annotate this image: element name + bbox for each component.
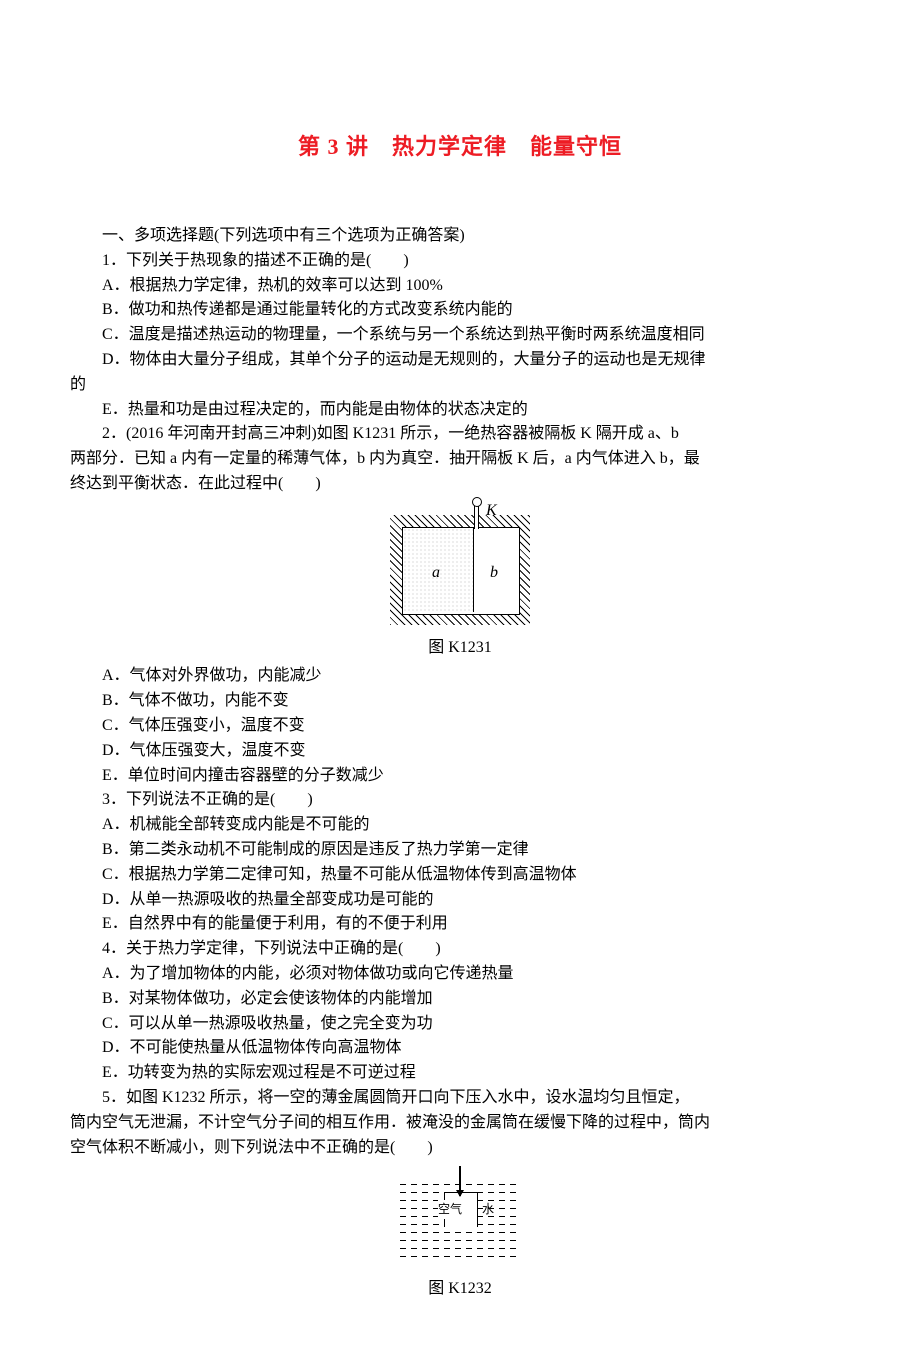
fig1-knob: [472, 497, 482, 507]
q2-option-c: C．气体压强变小，温度不变: [70, 714, 850, 739]
page: 第 3 讲 热力学定律 能量守恒 一、多项选择题(下列选项中有三个选项为正确答案…: [0, 0, 920, 1366]
fig1-partition: [473, 528, 474, 612]
q3-option-c: C．根据热力学第二定律可知，热量不可能从低温物体传到高温物体: [70, 863, 850, 888]
q4-option-a: A．为了增加物体的内能，必须对物体做功或向它传递热量: [70, 962, 850, 987]
q2-option-a: A．气体对外界做功，内能减少: [70, 664, 850, 689]
q2-option-b: B．气体不做功，内能不变: [70, 689, 850, 714]
figure-2-wrap: 空气 水 图 K12­3­2: [70, 1166, 850, 1302]
fig2-dash: [400, 1240, 520, 1241]
q2-stem-line1: 2．(2016 年河南开封高三冲刺)如图 K12­3­1 所示，一绝热容器被隔板…: [70, 422, 850, 447]
fig2-air-label: 空气: [438, 1200, 462, 1219]
figure-2-caption: 图 K12­3­2: [70, 1277, 850, 1302]
fig1-label-k: K: [486, 499, 497, 524]
fig2-arrow-down: [459, 1166, 461, 1196]
fig1-label-b: b: [490, 561, 498, 586]
q1-option-d-line1: D．物体由大量分子组成，其单个分子的运动是无规则的，大量分子的运动也是无规律: [70, 348, 850, 373]
q4-option-c: C．可以从单一热源吸收热量，使之完全变为功: [70, 1012, 850, 1037]
q1-option-a: A．根据热力学定律，热机的效率可以达到 100%: [70, 274, 850, 299]
fig1-label-a: a: [432, 561, 440, 586]
figure-1-wrap: a b K 图 K12­3­1: [70, 503, 850, 661]
q3-option-d: D．从单一热源吸收的热量全部变成功是可能的: [70, 888, 850, 913]
q2-stem-line3: 终达到平衡状态．在此过程中( ): [70, 472, 850, 497]
fig2-dash: [400, 1232, 520, 1233]
q1-stem: 1．下列关于热现象的描述不正确的是( ): [70, 249, 850, 274]
q5-stem-line3: 空气体积不断减小，则下列说法中不正确的是( ): [70, 1136, 850, 1161]
fig2-dash: [400, 1256, 520, 1257]
q3-option-e: E．自然界中有的能量便于利用，有的不便于利用: [70, 912, 850, 937]
lecture-title: 第 3 讲 热力学定律 能量守恒: [70, 130, 850, 164]
q4-option-e: E．功转变为热的实际宏观过程是不可逆过程: [70, 1061, 850, 1086]
q1-option-c: C．温度是描述热运动的物理量，一个系统与另一个系统达到热平衡时两系统温度相同: [70, 323, 850, 348]
q4-stem: 4．关于热力学定律，下列说法中正确的是( ): [70, 937, 850, 962]
q5-stem-line2: 筒内空气无泄漏，不计空气分子间的相互作用．被淹没的金属筒在缓慢下降的过程中，筒内: [70, 1111, 850, 1136]
figure-1: a b K: [390, 503, 530, 625]
section-heading: 一、多项选择题(下列选项中有三个选项为正确答案): [70, 224, 850, 249]
q2-option-d: D．气体压强变大，温度不变: [70, 739, 850, 764]
figure-1-caption: 图 K12­3­1: [70, 636, 850, 661]
q5-stem-line1: 5．如图 K12­3­2 所示，将一空的薄金属圆筒开口向下压入水中，设水温均匀且…: [70, 1086, 850, 1111]
q3-option-a: A．机械能全部转变成内能是不可能的: [70, 813, 850, 838]
q2-option-e: E．单位时间内撞击容器壁的分子数减少: [70, 764, 850, 789]
q3-option-b: B．第二类永动机不可能制成的原因是违反了热力学第一定律: [70, 838, 850, 863]
q4-option-b: B．对某物体做功，必定会使该物体的内能增加: [70, 987, 850, 1012]
q2-stem-line2: 两部分．已知 a 内有一定量的稀薄气体，b 内为真空．抽开隔板 K 后，a 内气…: [70, 447, 850, 472]
q1-option-d-line2: 的: [70, 373, 850, 398]
q4-option-d: D．不可能使热量从低温物体传向高温物体: [70, 1036, 850, 1061]
q1-option-e: E．热量和功是由过程决定的，而内能是由物体的状态决定的: [70, 398, 850, 423]
fig2-water-label: 水: [482, 1200, 494, 1219]
q3-stem: 3．下列说法不正确的是( ): [70, 788, 850, 813]
figure-2: 空气 水: [400, 1166, 520, 1266]
fig2-dash: [400, 1248, 520, 1249]
q1-option-b: B．做功和热传递都是通过能量转化的方式改变系统内能的: [70, 298, 850, 323]
